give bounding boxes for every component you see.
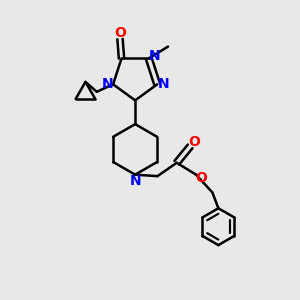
Text: N: N (129, 174, 141, 188)
Text: O: O (196, 171, 207, 184)
Text: N: N (148, 49, 160, 63)
Text: N: N (101, 77, 113, 91)
Text: N: N (158, 77, 170, 91)
Text: O: O (114, 26, 126, 40)
Text: O: O (189, 135, 200, 149)
